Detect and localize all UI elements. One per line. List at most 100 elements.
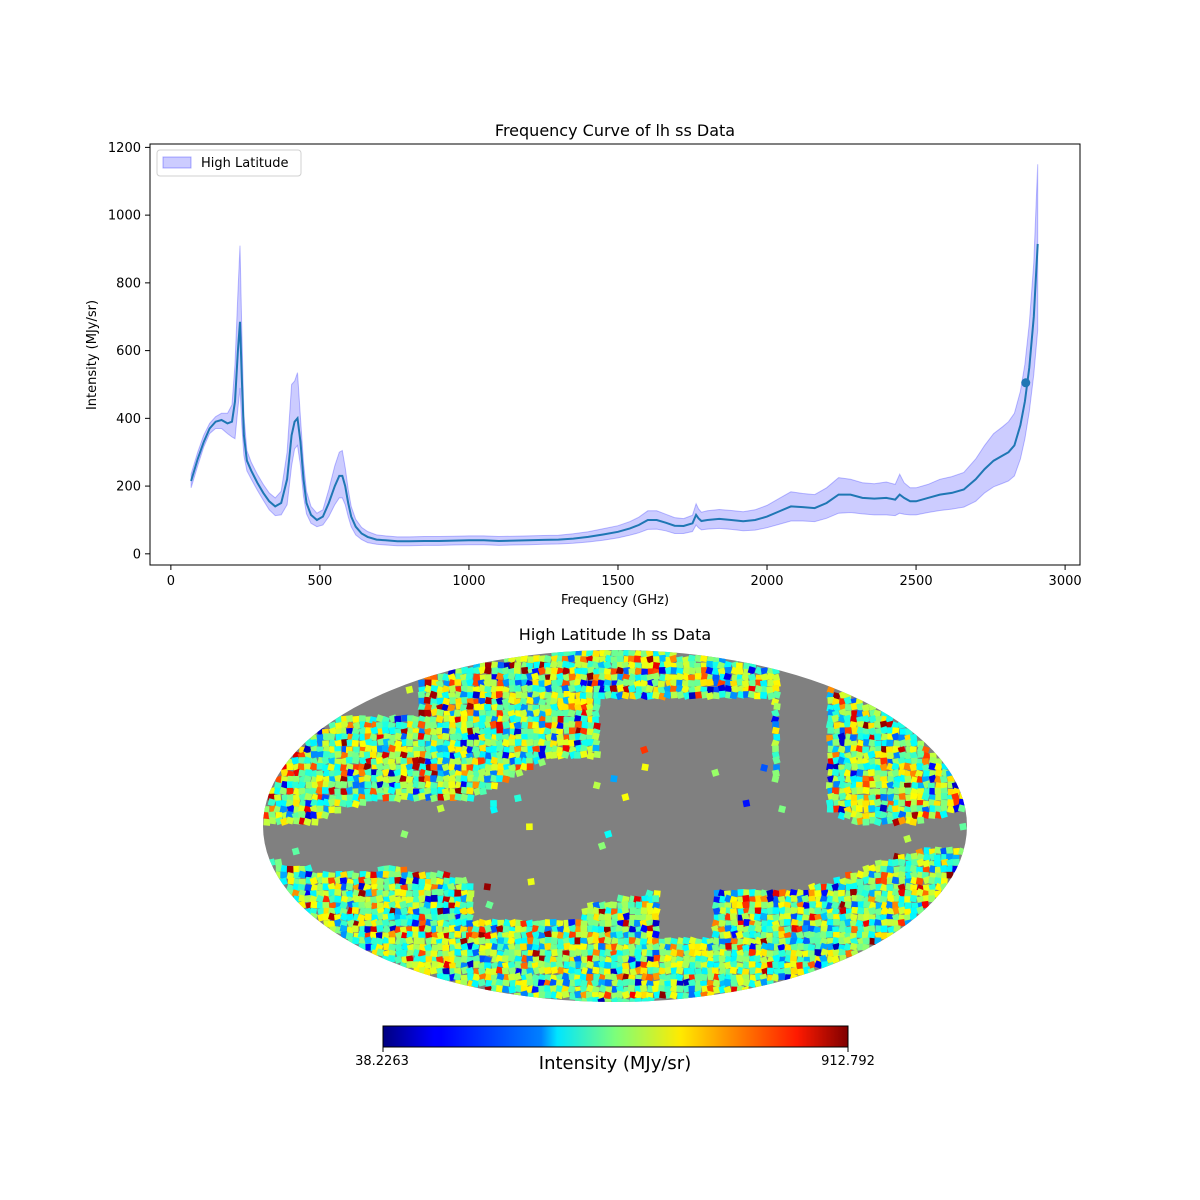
sky-pixel — [399, 889, 408, 897]
sky-pixel — [886, 884, 894, 891]
sky-pixel — [879, 804, 888, 812]
sky-pixel — [627, 655, 635, 663]
sky-pixel — [520, 728, 529, 736]
sky-pixel — [315, 786, 324, 795]
sky-pixel — [508, 738, 516, 746]
sky-pixel — [418, 709, 426, 717]
sky-pixel — [405, 775, 414, 784]
sky-pixel — [910, 757, 919, 765]
sky-pixel — [862, 738, 871, 747]
sky-pixel — [478, 684, 487, 693]
sky-pixel — [562, 667, 571, 676]
sky-pixel — [412, 788, 420, 796]
sky-pixel — [423, 787, 432, 796]
sky-pixel — [316, 762, 324, 770]
sky-pixel — [652, 662, 661, 670]
sky-pixel — [430, 901, 438, 909]
sky-pixel — [411, 762, 421, 771]
sky-pixel — [669, 654, 678, 663]
sky-pixel — [563, 691, 571, 698]
y-tick-label: 400 — [116, 412, 141, 427]
sky-pixel — [723, 931, 732, 939]
sky-pixel — [747, 924, 756, 933]
sky-pixel — [490, 661, 499, 669]
sky-pixel — [604, 919, 612, 927]
sky-pixel — [303, 745, 312, 754]
sky-pixel — [621, 691, 630, 700]
sky-pixel — [939, 775, 948, 784]
sky-pixel — [808, 882, 817, 892]
sky-pixel — [610, 691, 619, 700]
sky-pixel — [747, 666, 756, 675]
sky-pixel — [622, 948, 630, 957]
sky-pixel — [736, 678, 744, 687]
sky-pixel — [874, 758, 882, 766]
sky-pixel — [773, 702, 781, 711]
sky-pixel — [376, 870, 384, 879]
sky-pixel — [593, 685, 601, 693]
sky-pixel — [585, 685, 594, 694]
sky-pixel — [513, 721, 522, 730]
sky-pixel — [574, 703, 583, 712]
sky-pixel — [694, 673, 702, 680]
sky-pixel — [687, 654, 696, 663]
sky-pixel — [430, 894, 438, 902]
sky-pixel — [916, 858, 925, 867]
sky-pixel — [442, 751, 450, 759]
sky-pixel — [520, 654, 528, 663]
sky-pixel — [586, 751, 595, 760]
sky-pixel — [298, 870, 307, 879]
sky-pixel — [862, 775, 870, 783]
sky-pixel — [496, 775, 503, 782]
sky-pixel — [274, 794, 282, 802]
sky-pixel — [532, 721, 540, 729]
sky-pixel — [454, 948, 462, 956]
sky-pixel — [459, 690, 468, 700]
sky-pixel — [597, 679, 605, 688]
sky-pixel — [881, 781, 889, 789]
legend: High Latitude — [156, 149, 302, 177]
sky-pixel — [935, 793, 943, 801]
sky-pixel — [809, 901, 817, 909]
sky-pixel — [527, 733, 535, 741]
sky-pixel — [358, 787, 365, 795]
sky-pixel — [609, 901, 618, 909]
sky-pixel — [375, 937, 384, 946]
sky-pixel — [724, 666, 732, 674]
sky-pixel — [327, 882, 336, 892]
sky-pixel — [669, 678, 679, 688]
sky-pixel — [279, 805, 288, 814]
sky-pixel — [532, 949, 540, 958]
sky-pixel — [429, 727, 439, 737]
sky-pixel — [843, 714, 852, 723]
sky-pixel — [551, 667, 559, 675]
sky-pixel — [328, 877, 336, 885]
sky-pixel — [532, 745, 540, 754]
marker-point — [1021, 378, 1031, 388]
sky-pixel — [453, 709, 462, 717]
sky-pixel — [928, 876, 936, 885]
sky-pixel — [657, 680, 665, 688]
sky-pixel — [543, 654, 552, 663]
plot-frame — [149, 143, 1081, 566]
sky-pixel — [874, 770, 882, 778]
sky-pixel — [676, 985, 684, 993]
sky-pixel — [532, 727, 541, 736]
sky-pixel — [315, 775, 324, 783]
sky-pixel — [364, 781, 372, 789]
sky-pixel — [495, 672, 505, 681]
map-title: High Latitude lh ss Data — [519, 625, 711, 644]
sky-pixel — [851, 710, 859, 718]
sky-pixel — [292, 751, 301, 760]
sky-pixel — [567, 720, 576, 729]
x-tick-label: 1500 — [601, 574, 634, 589]
sky-pixel — [376, 883, 385, 892]
sky-pixel — [886, 932, 894, 940]
sky-pixel — [466, 764, 474, 772]
sky-pixel — [345, 882, 354, 891]
sky-pixel — [611, 668, 618, 676]
sky-pixel — [898, 792, 907, 801]
sky-pixel — [838, 792, 847, 801]
sky-pixel — [880, 932, 888, 940]
